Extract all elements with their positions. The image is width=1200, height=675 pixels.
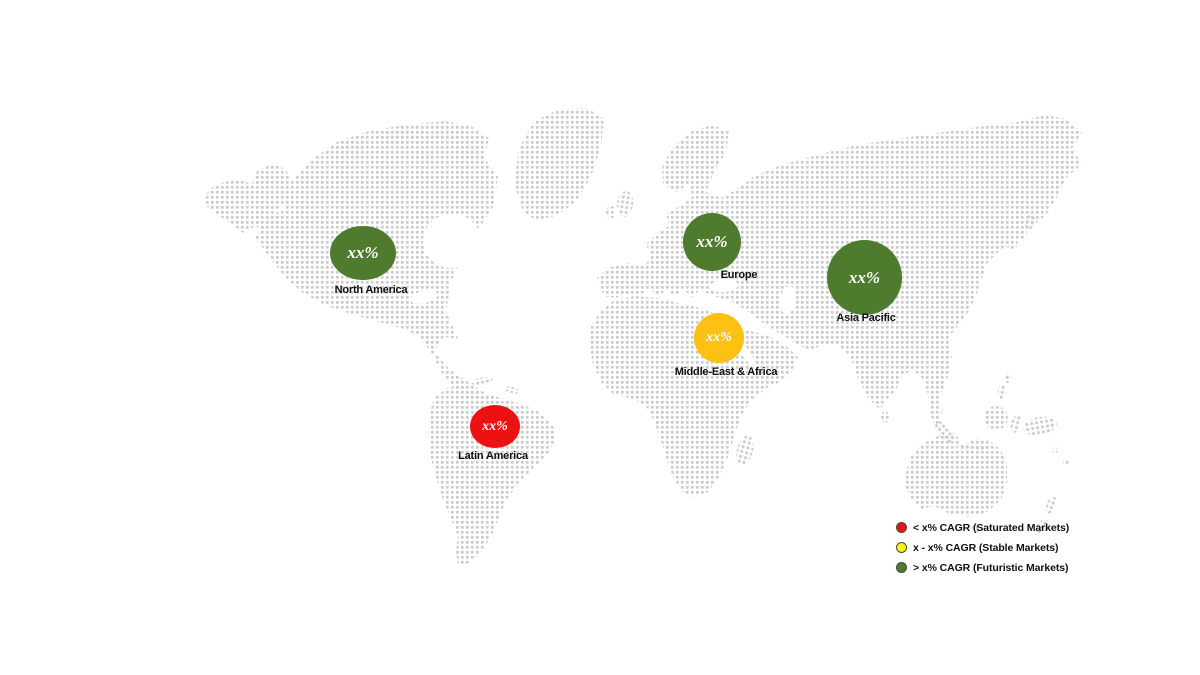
- bubble-value-middle-east-africa: xx%: [706, 330, 732, 345]
- hudson-bay: [423, 214, 481, 268]
- landmass-ireland: [606, 206, 616, 218]
- legend-item-stable: x - x% CAGR (Stable Markets): [896, 541, 1069, 554]
- region-label-europe: Europe: [720, 269, 758, 281]
- region-label-north-america: North America: [334, 284, 408, 296]
- region-label-asia-pacific: Asia Pacific: [836, 312, 896, 324]
- water-cutouts: [410, 214, 797, 369]
- landmass-arctic-island: [381, 129, 415, 145]
- landmass-japan: [1017, 229, 1027, 239]
- legend-item-saturated: < x% CAGR (Saturated Markets): [896, 521, 1069, 534]
- legend-label-stable: x - x% CAGR (Stable Markets): [913, 541, 1059, 554]
- landmass-iceland: [582, 128, 602, 140]
- landmass-arctic-island: [431, 128, 457, 142]
- bubble-north-america: xx%: [330, 226, 396, 280]
- bubble-middle-east-africa: xx%: [694, 313, 744, 363]
- landmass-philippines: [997, 384, 1007, 400]
- landmass-arctic-island: [460, 146, 480, 158]
- bubble-value-north-america: xx%: [347, 243, 379, 262]
- region-label-middle-east-africa: Middle-East & Africa: [674, 366, 778, 378]
- landmass-madagascar: [736, 435, 754, 465]
- landmass-tasmania: [972, 524, 982, 532]
- bubble-europe: xx%: [683, 213, 741, 271]
- bubble-value-asia-pacific: xx%: [848, 267, 881, 287]
- legend-dot-red-icon: [896, 522, 907, 533]
- bubble-asia-pacific: xx%: [827, 240, 902, 315]
- landmass-alaska: [204, 164, 291, 233]
- legend: < x% CAGR (Saturated Markets) x - x% CAG…: [896, 521, 1069, 574]
- great-lakes: [410, 290, 438, 304]
- landmass-caribbean: [471, 376, 493, 386]
- landmass-australia: [906, 433, 1007, 517]
- landmass-sri-lanka: [881, 411, 889, 423]
- landmass-greenland: [514, 108, 604, 220]
- landmass-new-zealand: [1035, 519, 1049, 535]
- landmass-caribbean: [504, 386, 520, 394]
- landmass-africa: [589, 296, 786, 497]
- landmass-pacific-island: [1052, 447, 1058, 453]
- legend-label-futuristic: > x% CAGR (Futuristic Markets): [913, 561, 1069, 574]
- legend-dot-green-icon: [896, 562, 907, 573]
- legend-dot-yellow-icon: [896, 542, 907, 553]
- region-label-latin-america: Latin America: [458, 450, 528, 462]
- continents: [204, 108, 1083, 566]
- black-sea: [710, 279, 738, 293]
- landmass-borneo: [984, 406, 1008, 430]
- bubble-value-europe: xx%: [696, 232, 728, 251]
- landmass-sulawesi: [1010, 415, 1022, 433]
- landmass-pacific-island: [1063, 459, 1069, 465]
- caspian-sea: [779, 286, 797, 314]
- landmass-arctic-island: [336, 138, 368, 156]
- legend-item-futuristic: > x% CAGR (Futuristic Markets): [896, 561, 1069, 574]
- legend-label-saturated: < x% CAGR (Saturated Markets): [913, 521, 1070, 534]
- bubble-latin-america: xx%: [470, 405, 520, 448]
- bubble-value-latin-america: xx%: [482, 418, 508, 434]
- landmass-new-zealand: [1045, 496, 1057, 514]
- landmass-japan: [1006, 239, 1018, 249]
- landmass-south-america: [428, 386, 556, 566]
- landmass-arctic-island: [413, 153, 435, 165]
- landmass-uk: [616, 191, 634, 217]
- landmass-philippines: [1004, 373, 1012, 383]
- landmass-new-guinea: [1023, 416, 1057, 436]
- landmass-sakhalin: [1025, 212, 1035, 232]
